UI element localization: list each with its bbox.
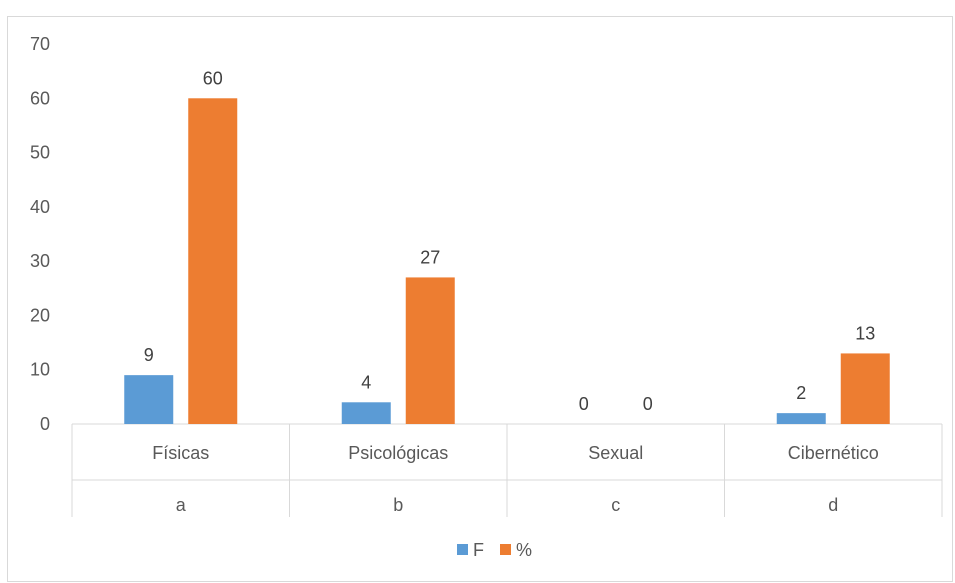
bar <box>341 402 391 424</box>
legend-swatch <box>457 544 468 555</box>
legend-swatch <box>500 544 511 555</box>
data-label: 9 <box>144 345 154 365</box>
y-tick-label: 70 <box>30 34 50 54</box>
category-group-label: a <box>176 495 187 515</box>
y-tick-label: 40 <box>30 197 50 217</box>
bars <box>124 98 890 425</box>
y-tick-label: 60 <box>30 88 50 108</box>
category-label: Sexual <box>588 443 643 463</box>
data-label: 0 <box>643 394 653 414</box>
y-tick-label: 30 <box>30 251 50 271</box>
chart-frame <box>7 16 953 582</box>
y-tick-label: 10 <box>30 360 50 380</box>
category-label: Psicológicas <box>348 443 448 463</box>
data-label: 60 <box>203 68 223 88</box>
y-tick-label: 50 <box>30 143 50 163</box>
legend: F% <box>457 540 532 560</box>
bar <box>405 277 455 424</box>
category-group-label: d <box>828 495 838 515</box>
data-label: 13 <box>855 323 875 343</box>
data-label: 2 <box>796 383 806 403</box>
data-label: 27 <box>420 247 440 267</box>
category-label: Cibernético <box>788 443 879 463</box>
y-axis-ticks: 0 10 20 30 40 50 60 70 <box>30 34 50 434</box>
y-tick-label: 20 <box>30 305 50 325</box>
data-label: 0 <box>579 394 589 414</box>
category-group-label: b <box>393 495 403 515</box>
category-group-label: c <box>611 495 620 515</box>
legend-label: % <box>516 540 532 560</box>
data-labels: 9 60 4 27 0 0 2 13 <box>144 68 876 414</box>
bar <box>840 353 890 424</box>
y-tick-label: 0 <box>40 414 50 434</box>
axis-lines <box>71 423 943 517</box>
bar <box>188 98 238 425</box>
legend-label: F <box>473 540 484 560</box>
category-labels: Físicas a Psicológicas b Sexual c Cibernético d <box>152 443 879 515</box>
data-label: 4 <box>361 372 371 392</box>
bar <box>124 375 174 424</box>
bar <box>776 413 826 424</box>
category-label: Físicas <box>152 443 209 463</box>
